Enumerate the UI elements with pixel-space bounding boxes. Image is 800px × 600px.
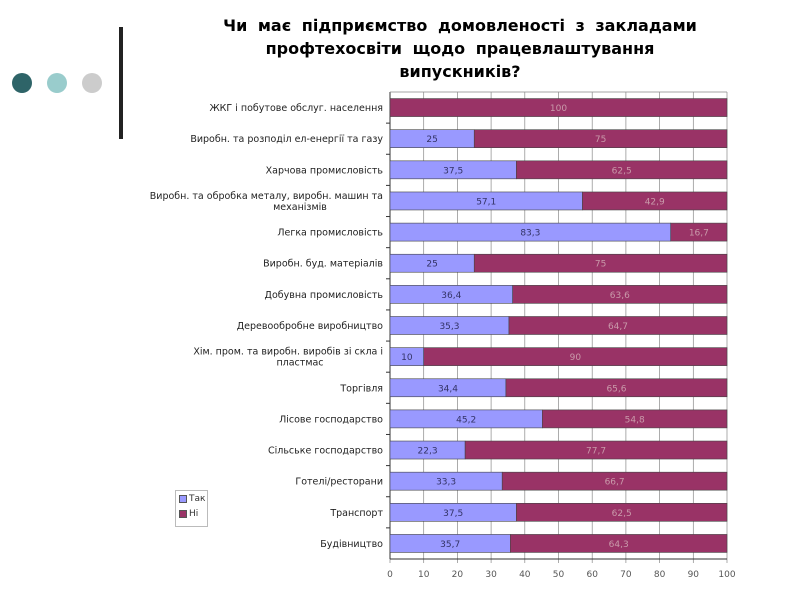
category-label: Добувна промисловість [265,290,384,301]
bar-no [473,129,728,148]
data-label: 77,7 [586,447,606,457]
category-label: Виробн. буд. матеріалів [263,259,383,270]
data-label: 65,6 [606,384,626,394]
data-label: 37,5 [443,166,463,176]
x-tick-label: 40 [519,570,531,580]
chart-title: Чи має підприємство домовленості з закла… [223,16,697,81]
category-label: Легка промисловість [277,228,383,239]
data-label: 62,5 [612,509,632,519]
data-label: 63,6 [610,291,630,301]
data-label: 42,9 [645,197,665,207]
category-label: Транспорт [329,508,383,519]
data-label: 64,7 [608,322,628,332]
bar-no [516,160,728,180]
bar-no [473,253,728,273]
data-label: 35,3 [439,322,459,332]
data-label: 10 [401,353,413,363]
data-label: 22,3 [418,447,438,457]
category-label: Готелі/ресторани [295,477,383,488]
bar-no [516,502,728,522]
bar-no [501,471,728,491]
data-label: 75 [595,135,606,145]
bar-no [512,285,728,304]
data-label: 83,3 [520,229,540,239]
bar-no [582,191,728,211]
data-label: 33,3 [436,478,456,488]
bar-no [508,316,728,335]
x-tick-label: 80 [654,570,666,580]
data-label: 57,1 [476,197,496,207]
data-label: 37,5 [443,509,463,519]
x-tick-label: 20 [452,570,464,580]
x-tick-label: 30 [485,570,497,580]
category-label: Виробн. та розподіл ел-енергії та газу [190,134,383,145]
legend-item-yes: Так [176,491,207,506]
category-label: Торгівля [339,383,383,394]
category-label: Виробн. та обробка металу, виробн. машин… [150,191,383,202]
x-tick-label: 100 [718,570,735,580]
category-label: Деревообробне виробництво [237,321,383,332]
data-label: 16,7 [689,229,709,239]
decor-dot-dark [12,73,32,93]
data-label: 25 [426,260,437,270]
data-label: 34,4 [438,384,458,394]
x-tick-label: 90 [688,570,700,580]
legend-swatch-no [179,509,187,518]
bar-no [423,347,728,366]
bar-no [464,440,728,460]
bar-no [670,222,728,242]
data-label: 100 [550,104,567,114]
x-tick-label: 10 [418,570,430,580]
legend-item-no: Ні [176,506,207,521]
data-label: 25 [426,135,437,145]
decor-dot-teal [47,73,67,93]
x-tick-label: 60 [586,570,598,580]
category-label: пластмас [276,358,323,369]
data-label: 45,2 [456,415,476,425]
data-label: 54,8 [625,415,645,425]
category-label: Харчова промисловість [266,165,384,176]
decor-dot-gray [82,73,102,93]
data-label: 35,7 [440,540,460,550]
x-tick-label: 0 [387,570,393,580]
decor-vertical-line [119,27,123,139]
category-label: Будівництво [320,539,383,550]
category-label: механізмів [273,202,327,213]
data-label: 64,3 [609,540,629,550]
x-tick-label: 70 [620,570,632,580]
category-label: Сільське господарство [268,446,383,457]
category-label: Хім. пром. та виробн. виробів зі скла і [193,347,383,358]
bar-no [510,534,728,553]
bar-no [389,98,728,117]
bar-no [542,409,728,429]
data-label: 62,5 [612,166,632,176]
legend-swatch-yes [179,494,187,503]
bar-no [505,378,728,398]
category-label: Лісове господарство [279,414,383,425]
category-label: ЖКГ і побутове обслуг. населення [209,103,383,114]
data-label: 90 [570,353,582,363]
data-label: 75 [595,260,606,270]
data-label: 36,4 [441,291,461,301]
data-label: 66,7 [605,478,625,488]
x-tick-label: 50 [553,570,565,580]
legend: Так Ні [175,490,208,527]
